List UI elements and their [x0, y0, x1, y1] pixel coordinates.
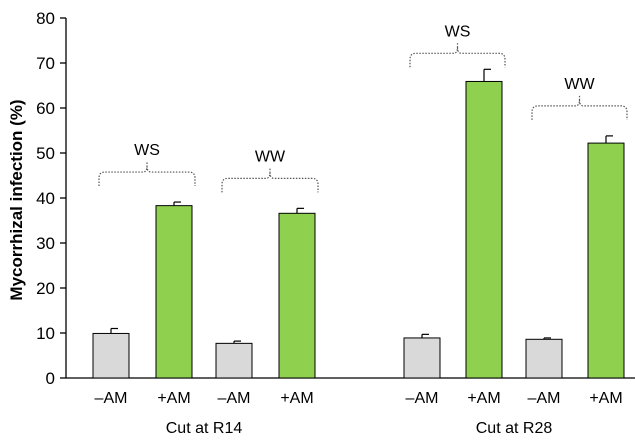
bar: [465, 80, 503, 379]
bar: [403, 337, 441, 379]
x-tick-label: –AM: [528, 390, 561, 407]
bar: [525, 338, 563, 379]
y-axis: 0 10 20 30 40 50 60 70 80: [36, 9, 635, 388]
bracket: [98, 162, 196, 187]
y-tick-label: 30: [36, 234, 55, 253]
y-axis-title: Mycorrhizal infection (%): [7, 99, 26, 300]
x-tick-label: +AM: [157, 390, 190, 407]
x-tick-label: +AM: [589, 390, 622, 407]
y-tick-label: 20: [36, 279, 55, 298]
bars: [92, 68, 625, 379]
group-label: Cut at R14: [166, 420, 243, 437]
bracket: [409, 43, 506, 68]
bar: [278, 212, 316, 379]
bracket-label: WS: [134, 142, 160, 159]
y-tick-label: 80: [36, 9, 55, 28]
y-tick-label: 50: [36, 144, 55, 163]
x-tick-label: +AM: [467, 390, 500, 407]
x-tick-label: –AM: [95, 390, 128, 407]
y-tick-label: 70: [36, 54, 55, 73]
y-tick-label: 60: [36, 99, 55, 118]
y-tick-label: 0: [46, 369, 55, 388]
bar: [92, 332, 130, 379]
bar: [587, 142, 625, 379]
y-tick-label: 10: [36, 324, 55, 343]
bracket-label: WW: [564, 76, 595, 93]
bracket: [531, 95, 628, 120]
group-label: Cut at R28: [476, 420, 553, 437]
bar: [155, 205, 193, 379]
bracket-label: WW: [255, 148, 286, 165]
x-axis-labels: –AM +AM –AM +AM Cut at R14 –AM +AM –AM +AM Cut at…: [95, 390, 623, 437]
x-tick-label: –AM: [218, 390, 251, 407]
bar: [215, 342, 253, 379]
x-tick-label: –AM: [406, 390, 439, 407]
bracket-label: WS: [445, 23, 471, 40]
brackets: WS WW WS WW: [98, 23, 628, 193]
x-tick-label: +AM: [280, 390, 313, 407]
y-tick-label: 40: [36, 189, 55, 208]
bracket: [221, 168, 319, 193]
